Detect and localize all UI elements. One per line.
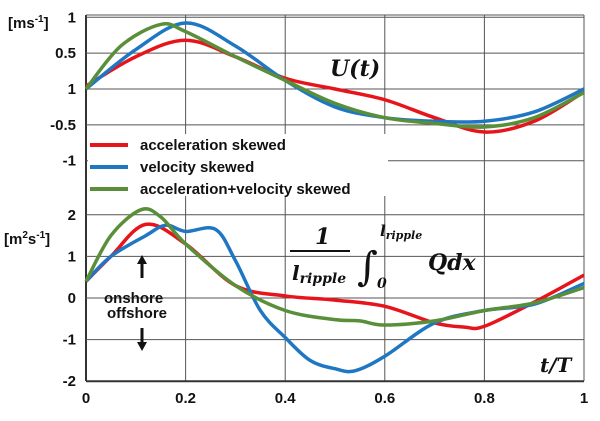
formula: 1 lripple ∫ 0 lripple Qdx bbox=[290, 222, 477, 292]
series-lines bbox=[84, 21, 585, 374]
lower-y-unit: [m2s-1] bbox=[4, 230, 50, 248]
upper-y-tick-label: 1 bbox=[68, 81, 76, 98]
x-tick-label: 0 bbox=[82, 390, 90, 407]
legend-label: acceleration skewed bbox=[140, 137, 286, 154]
x-tick-label: 1 bbox=[580, 390, 588, 407]
x-tick-label: 0.6 bbox=[374, 390, 395, 407]
legend: acceleration skewed velocity skewed accele… bbox=[90, 137, 351, 198]
x-tick-label: 0.8 bbox=[474, 390, 495, 407]
tick-labels: 1 0.5 1 -0.5 -1 2 1 0 -1 -2 0 0.2 0.4 0.6 0.8 1 bbox=[50, 9, 588, 407]
legend-label: acceleration+velocity skewed bbox=[140, 181, 351, 198]
x-tick-label: 0.4 bbox=[275, 390, 297, 407]
lower-series-line-0 bbox=[84, 222, 585, 331]
upper-y-tick-label: -1 bbox=[63, 153, 76, 170]
lower-y-tick-label: 0 bbox=[68, 290, 76, 307]
annotation-offshore: offshore bbox=[107, 305, 167, 322]
formula-body: Qdx bbox=[428, 250, 477, 276]
annotation-onshore: onshore bbox=[104, 290, 163, 307]
upper-series-line-2 bbox=[84, 22, 585, 129]
legend-label: velocity skewed bbox=[140, 159, 254, 176]
x-tick-label: 0.2 bbox=[175, 390, 196, 407]
upper-series-line-0 bbox=[85, 38, 585, 134]
upper-title: U(t) bbox=[330, 56, 380, 82]
legend-background bbox=[88, 134, 388, 196]
x-axis-label: t/T bbox=[540, 353, 574, 377]
upper-y-unit: [ms-1] bbox=[8, 14, 49, 32]
integral-upper: lripple bbox=[380, 222, 422, 242]
onshore-arrow-icon bbox=[137, 255, 147, 278]
formula-denominator: lripple bbox=[292, 261, 346, 287]
lower-y-tick-label: -2 bbox=[63, 373, 76, 390]
formula-numerator: 1 bbox=[315, 224, 330, 250]
integral-sign: ∫ bbox=[357, 244, 378, 290]
upper-y-tick-label: 0.5 bbox=[55, 45, 76, 62]
integral-lower: 0 bbox=[377, 276, 387, 292]
lower-y-tick-label: 2 bbox=[68, 207, 76, 224]
lower-y-tick-label: -1 bbox=[63, 332, 76, 349]
lower-y-tick-label: 1 bbox=[68, 248, 76, 265]
upper-y-tick-label: 1 bbox=[68, 9, 76, 26]
upper-series-line-1 bbox=[84, 21, 585, 124]
lower-series-line-2 bbox=[84, 207, 585, 327]
upper-y-tick-label: -0.5 bbox=[50, 117, 76, 134]
offshore-arrow-icon bbox=[137, 328, 147, 351]
